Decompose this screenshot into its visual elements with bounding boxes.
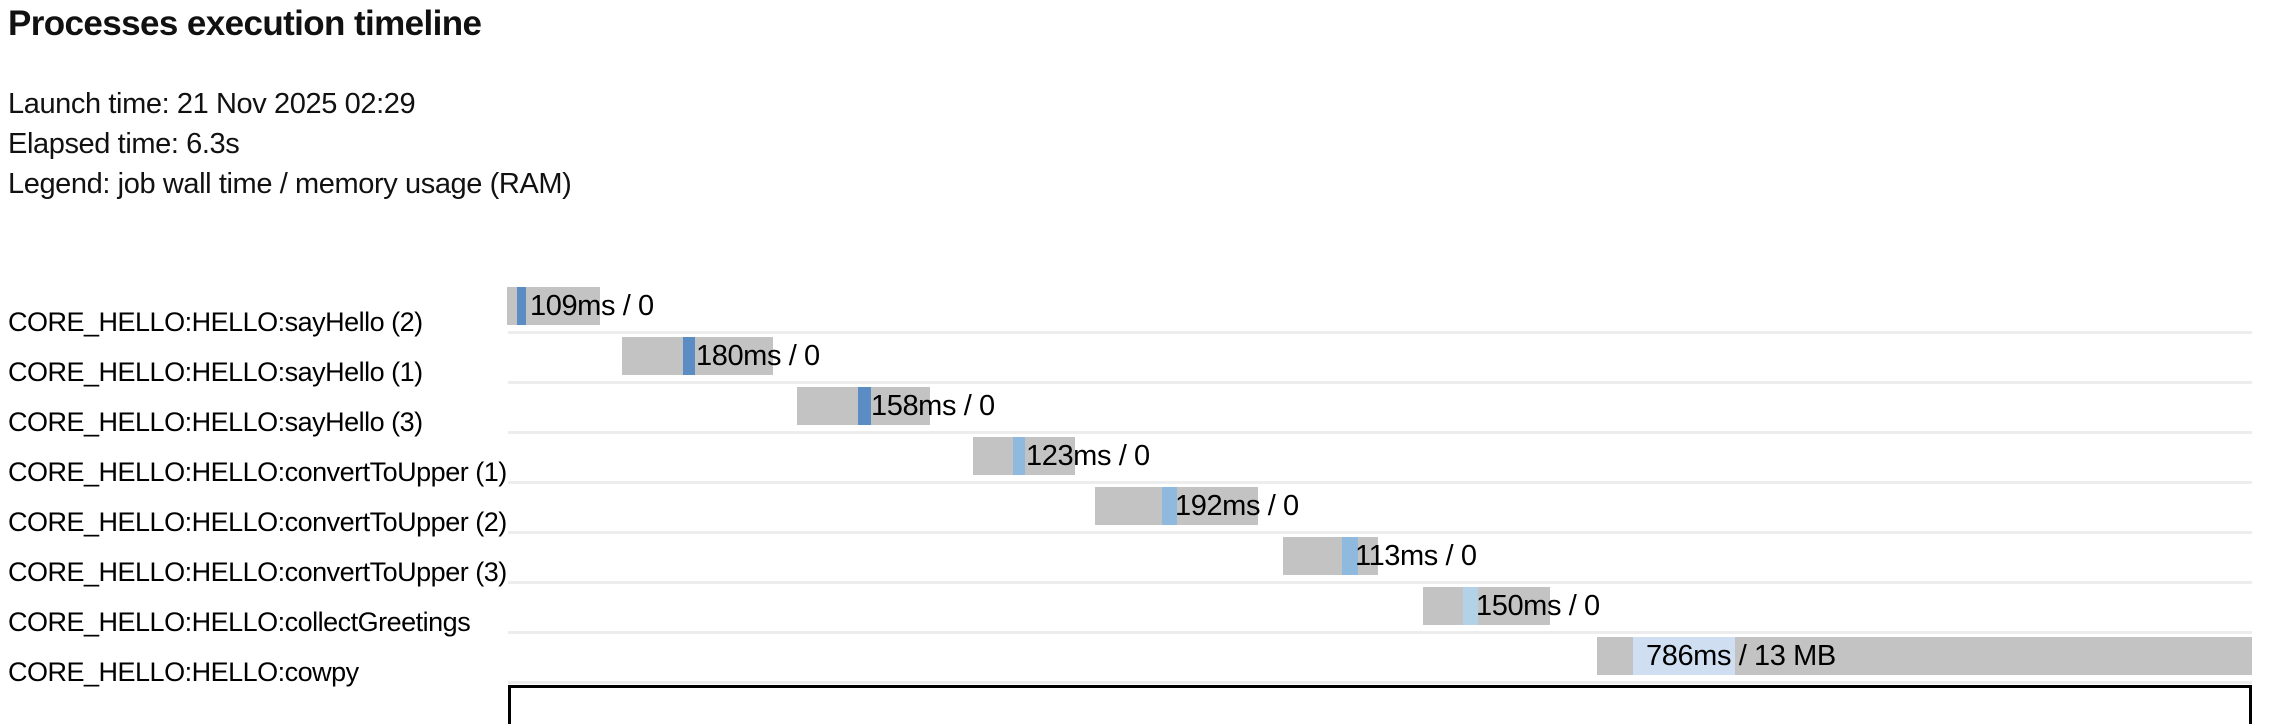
task-bar-label: 113ms / 0: [1355, 540, 1477, 572]
task-bar[interactable]: [973, 437, 1075, 475]
launch-time-line: Launch time: 21 Nov 2025 02:29: [8, 88, 416, 120]
task-run-segment: [1162, 487, 1177, 525]
task-bar-label: 123ms / 0: [1026, 440, 1150, 472]
process-label: CORE_HELLO:HELLO:cowpy: [8, 657, 359, 687]
bottom-frame: [508, 685, 2252, 724]
row-separator: [508, 481, 2252, 484]
task-run-segment: [1633, 637, 1735, 675]
task-bar[interactable]: [1423, 587, 1550, 625]
task-run-segment: [1342, 537, 1358, 575]
elapsed-time-line: Elapsed time: 6.3s: [8, 128, 240, 160]
process-label: CORE_HELLO:HELLO:collectGreetings: [8, 607, 471, 637]
task-bar-label: 158ms / 0: [871, 390, 995, 422]
task-bar-label: 150ms / 0: [1476, 590, 1600, 622]
row-separator: [508, 381, 2252, 384]
process-label: CORE_HELLO:HELLO:sayHello (3): [8, 407, 423, 437]
process-label: CORE_HELLO:HELLO:convertToUpper (3): [8, 557, 507, 587]
task-run-segment: [517, 287, 526, 325]
legend-line: Legend: job wall time / memory usage (RA…: [8, 168, 572, 200]
task-bar-label: 192ms / 0: [1175, 490, 1299, 522]
task-bar[interactable]: [622, 337, 773, 375]
task-run-segment: [683, 337, 695, 375]
row-separator: [508, 681, 2252, 684]
process-label: CORE_HELLO:HELLO:sayHello (1): [8, 357, 423, 387]
task-bar[interactable]: [507, 287, 600, 325]
task-bar-label: 786ms / 13 MB: [1646, 640, 1836, 672]
row-separator: [508, 331, 2252, 334]
process-label: CORE_HELLO:HELLO:convertToUpper (2): [8, 507, 507, 537]
row-separator: [508, 631, 2252, 634]
task-bar[interactable]: [797, 387, 930, 425]
page-title: Processes execution timeline: [8, 4, 482, 43]
task-bar[interactable]: [1095, 487, 1258, 525]
task-bar-label: 180ms / 0: [696, 340, 820, 372]
process-label: CORE_HELLO:HELLO:convertToUpper (1): [8, 457, 507, 487]
task-bar[interactable]: [1283, 537, 1378, 575]
task-bar-label: 109ms / 0: [530, 290, 654, 322]
row-separator: [508, 531, 2252, 534]
process-label: CORE_HELLO:HELLO:sayHello (2): [8, 307, 423, 337]
task-run-segment: [1463, 587, 1478, 625]
task-run-segment: [858, 387, 871, 425]
task-run-segment: [1013, 437, 1025, 475]
task-bar[interactable]: [1597, 637, 2252, 675]
row-separator: [508, 431, 2252, 434]
report-meta: Launch time: 21 Nov 2025 02:29 Elapsed t…: [8, 84, 572, 204]
row-separator: [508, 581, 2252, 584]
